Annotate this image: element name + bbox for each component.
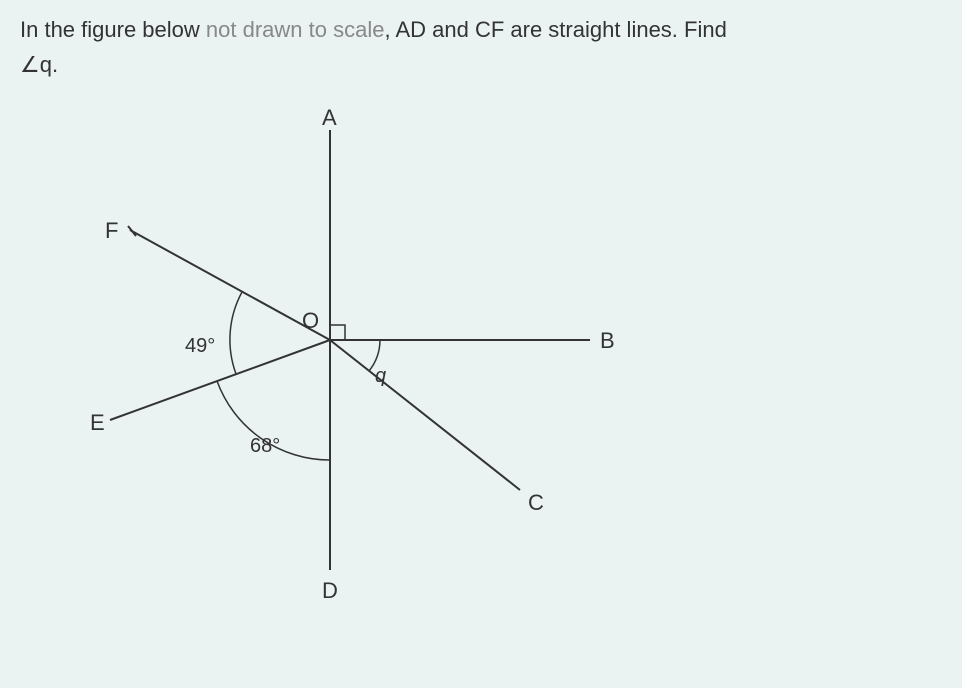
label-E: E (90, 410, 105, 436)
q-part1: In the figure below (20, 17, 206, 42)
angle-symbol: ∠ (20, 52, 40, 77)
label-F: F (105, 218, 118, 244)
tick-F (128, 226, 136, 236)
diagram-svg (50, 90, 750, 650)
label-A: A (322, 105, 337, 131)
q-var: q. (40, 52, 58, 77)
angle-68: 68° (250, 435, 280, 458)
line-OC (330, 340, 520, 490)
angle-49: 49° (185, 335, 215, 358)
label-C: C (528, 490, 544, 516)
geometry-diagram: A B C D E F O 49° 68° q (50, 90, 750, 650)
line-OF (130, 230, 330, 340)
label-B: B (600, 328, 615, 354)
right-angle-marker (330, 325, 345, 340)
question-text: In the figure below not drawn to scale, … (20, 12, 727, 82)
label-D: D (322, 578, 338, 604)
q-gray: not drawn to scale (206, 17, 385, 42)
line-OE (110, 340, 330, 420)
angle-q: q (375, 365, 386, 388)
arc-49 (230, 292, 242, 374)
q-part2: , AD and CF are straight lines. Find (384, 17, 726, 42)
label-O: O (302, 308, 319, 334)
